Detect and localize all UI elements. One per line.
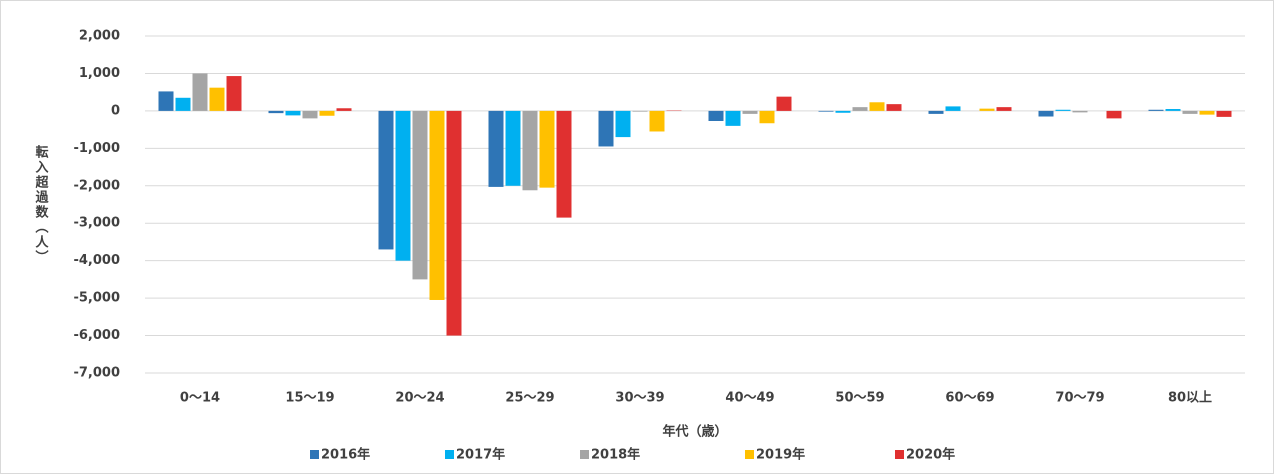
- bar: [1165, 109, 1181, 111]
- bar: [336, 108, 352, 111]
- bar: [852, 107, 868, 111]
- bar: [158, 91, 174, 111]
- y-tick-label: -2,000: [73, 178, 120, 193]
- bar: [708, 110, 724, 121]
- legend-label: 2016年: [321, 447, 370, 463]
- x-tick-label: 30〜39: [615, 391, 664, 406]
- bar: [319, 110, 335, 116]
- bar: [268, 110, 284, 114]
- y-tick-label: -6,000: [73, 328, 120, 343]
- bar: [1106, 110, 1122, 119]
- x-tick-label: 25〜29: [505, 391, 554, 406]
- bar: [488, 110, 504, 187]
- bar: [1038, 110, 1054, 117]
- bar: [979, 108, 995, 111]
- y-tick-label: -4,000: [73, 253, 120, 268]
- x-tick-label: 60〜69: [945, 391, 994, 406]
- legend-swatch: [445, 450, 454, 459]
- bar: [759, 110, 775, 124]
- bar: [175, 97, 191, 111]
- legend-label: 2020年: [906, 447, 955, 463]
- bar: [1216, 110, 1232, 117]
- bar: [996, 107, 1012, 111]
- bar: [818, 110, 834, 112]
- y-tick-label: 1,000: [79, 66, 120, 81]
- y-tick-label: -1,000: [73, 141, 120, 156]
- bar: [649, 110, 665, 132]
- bar: [539, 110, 555, 188]
- legend-label: 2017年: [456, 447, 505, 463]
- bar: [412, 110, 428, 280]
- x-tick-label: 80以上: [1168, 391, 1212, 406]
- bar: [1072, 110, 1088, 113]
- bar: [285, 110, 301, 116]
- bar: [632, 110, 648, 112]
- bar: [945, 106, 961, 111]
- x-axis-title: 年代（歳）: [662, 424, 727, 440]
- legend-swatch: [745, 450, 754, 459]
- y-tick-label: 0: [111, 103, 120, 118]
- legend-swatch: [580, 450, 589, 459]
- bar: [928, 110, 944, 114]
- bar: [209, 87, 225, 111]
- bar: [615, 110, 631, 138]
- bar: [395, 110, 411, 261]
- y-axis-title: 転入超過数（人）: [33, 144, 50, 265]
- bar: [1055, 109, 1071, 111]
- bar: [522, 110, 538, 191]
- bar: [776, 96, 792, 111]
- bar: [598, 110, 614, 147]
- bar: [725, 110, 741, 126]
- legend-label: 2018年: [591, 447, 640, 463]
- x-tick-label: 70〜79: [1055, 391, 1104, 406]
- x-tick-label: 50〜59: [835, 391, 884, 406]
- bar: [835, 110, 851, 113]
- bar: [556, 110, 572, 218]
- bar: [742, 110, 758, 114]
- bar: [446, 110, 462, 336]
- y-tick-label: -7,000: [73, 366, 120, 381]
- x-tick-label: 0〜14: [180, 391, 220, 406]
- legend-swatch: [310, 450, 319, 459]
- x-tick-label: 15〜19: [285, 391, 334, 406]
- bar: [869, 102, 885, 111]
- bar: [302, 110, 318, 119]
- bar: [1182, 110, 1198, 114]
- bar: [192, 73, 208, 111]
- bar: [226, 76, 242, 111]
- bar: [1148, 109, 1164, 111]
- bar: [886, 104, 902, 111]
- y-tick-label: 2,000: [79, 29, 120, 44]
- bar: [378, 110, 394, 250]
- x-tick-label: 20〜24: [395, 391, 444, 406]
- x-tick-label: 40〜49: [725, 391, 774, 406]
- legend-label: 2019年: [756, 447, 805, 463]
- bar: [505, 110, 521, 186]
- bar: [429, 110, 445, 300]
- bar: [1199, 110, 1215, 115]
- y-tick-label: -3,000: [73, 216, 120, 231]
- y-tick-label: -5,000: [73, 291, 120, 306]
- legend-swatch: [895, 450, 904, 459]
